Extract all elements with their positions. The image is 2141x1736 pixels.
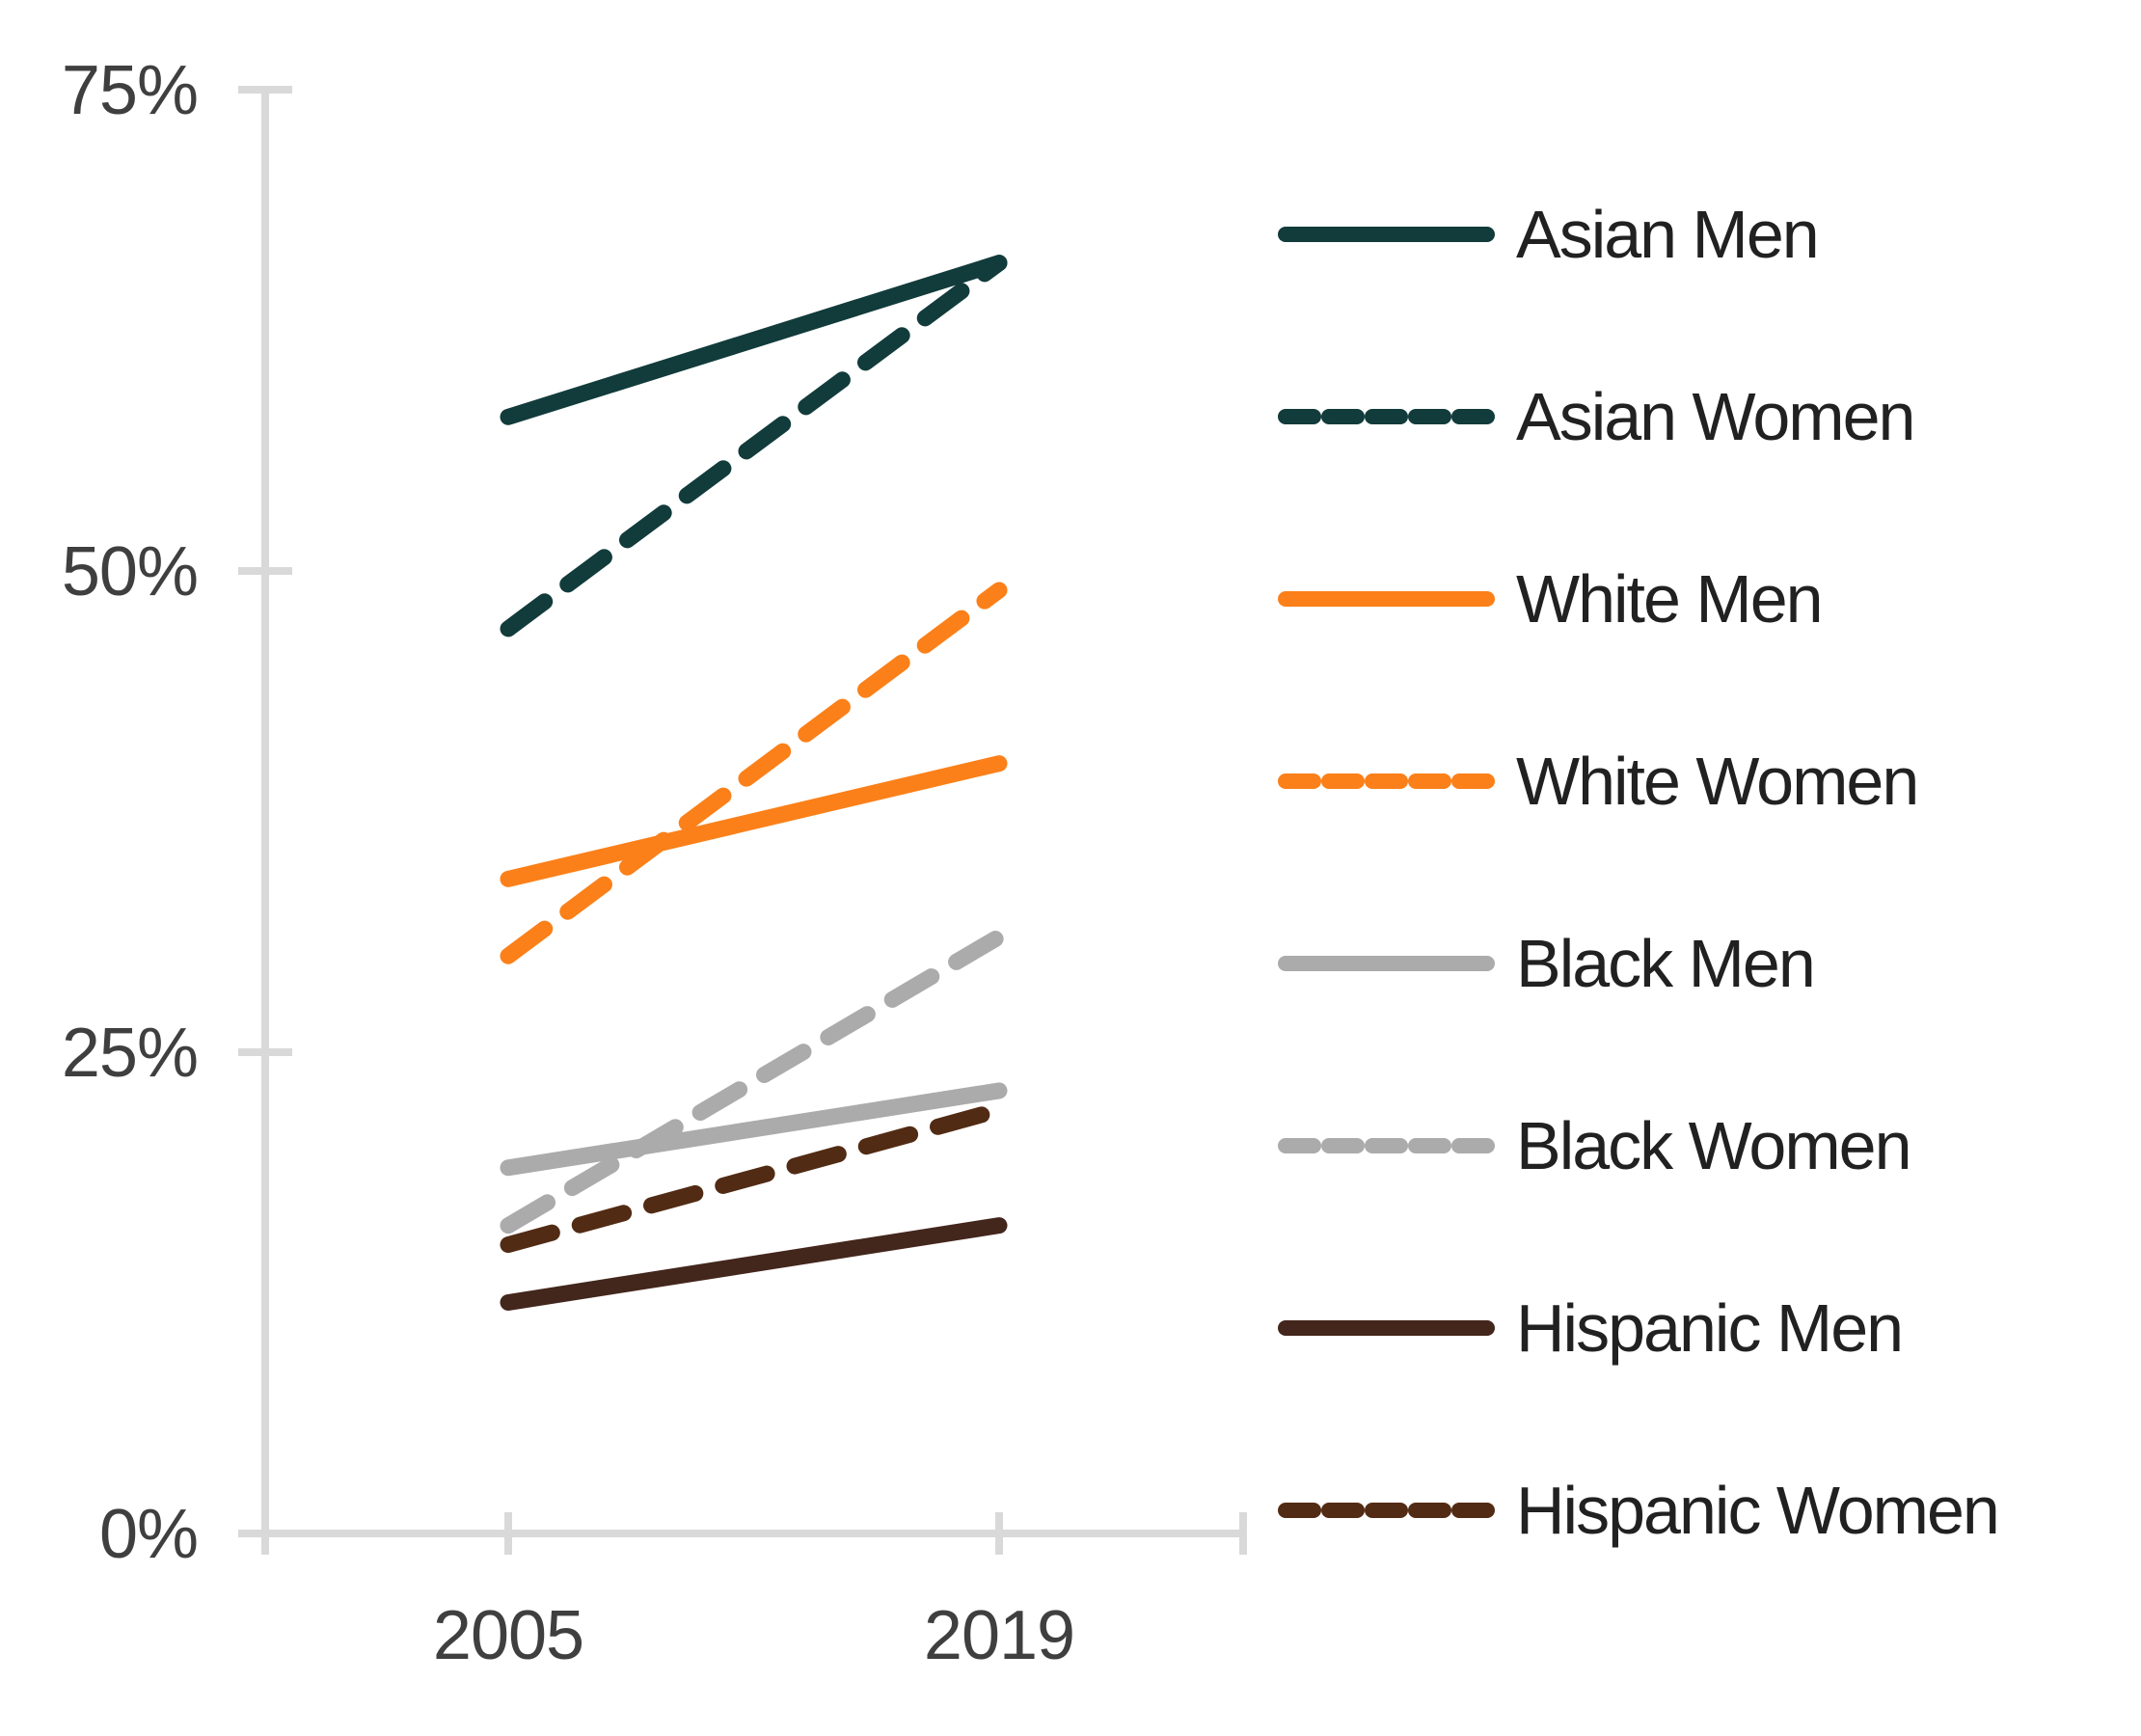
series-line-asian-women [500,255,1008,637]
series-lines [500,255,1008,1311]
series-line-asian-men [500,255,1008,425]
series-line-white-women [500,582,1008,964]
legend-item-white-men: White Men [1278,507,1998,690]
legend-item-white-women: White Women [1278,690,1998,872]
legend-item-asian-men: Asian Men [1278,143,1998,325]
legend-swatch-dashed-line [1278,1502,1495,1518]
series-line-black-women [500,928,1008,1234]
legend-item-black-men: Black Men [1278,872,1998,1054]
legend-label: Black Men [1516,925,1816,1001]
x-tick-label: 2019 [924,1597,1074,1674]
legend-item-hispanic-men: Hispanic Men [1278,1236,1998,1419]
y-tick-label: 0% [99,1496,198,1573]
legend-label: Hispanic Women [1516,1472,2000,1548]
legend-label: White Women [1516,743,1919,819]
legend-swatch-dashed-line [1278,1137,1495,1153]
legend-label: Asian Men [1516,196,1820,272]
legend-swatch-solid-line [1278,1319,1495,1336]
legend-label: Hispanic Men [1516,1289,1904,1366]
legend-swatch-solid-line [1278,590,1495,607]
y-axis-labels: 75% 50% 25% 0% [62,52,199,1573]
legend-label: Black Women [1516,1107,1912,1183]
legend: Asian Men Asian Women White Men White Women… [1278,143,2000,1601]
legend-item-hispanic-women: Hispanic Women [1278,1419,2000,1601]
legend-swatch-dashed-line [1278,408,1495,424]
legend-label: Asian Women [1516,378,1915,454]
series-line-black-men [500,1082,1008,1177]
legend-swatch-solid-line [1278,226,1495,242]
legend-swatch-solid-line [1278,955,1495,971]
y-tick-label: 25% [62,1015,198,1092]
series-line-hispanic-men [500,1217,1008,1311]
x-axis-labels: 2005 2019 [433,1597,1075,1674]
x-tick-label: 2005 [433,1597,583,1674]
legend-item-asian-women: Asian Women [1278,325,1998,507]
legend-swatch-dashed-line [1278,773,1495,789]
series-line-hispanic-women [500,1101,1008,1254]
y-tick-label: 50% [62,533,198,610]
series-line-white-men [500,755,1008,887]
y-tick-label: 75% [62,52,198,129]
axes [238,86,1247,1555]
legend-item-black-women: Black Women [1278,1054,1998,1236]
legend-label: White Men [1516,560,1824,637]
